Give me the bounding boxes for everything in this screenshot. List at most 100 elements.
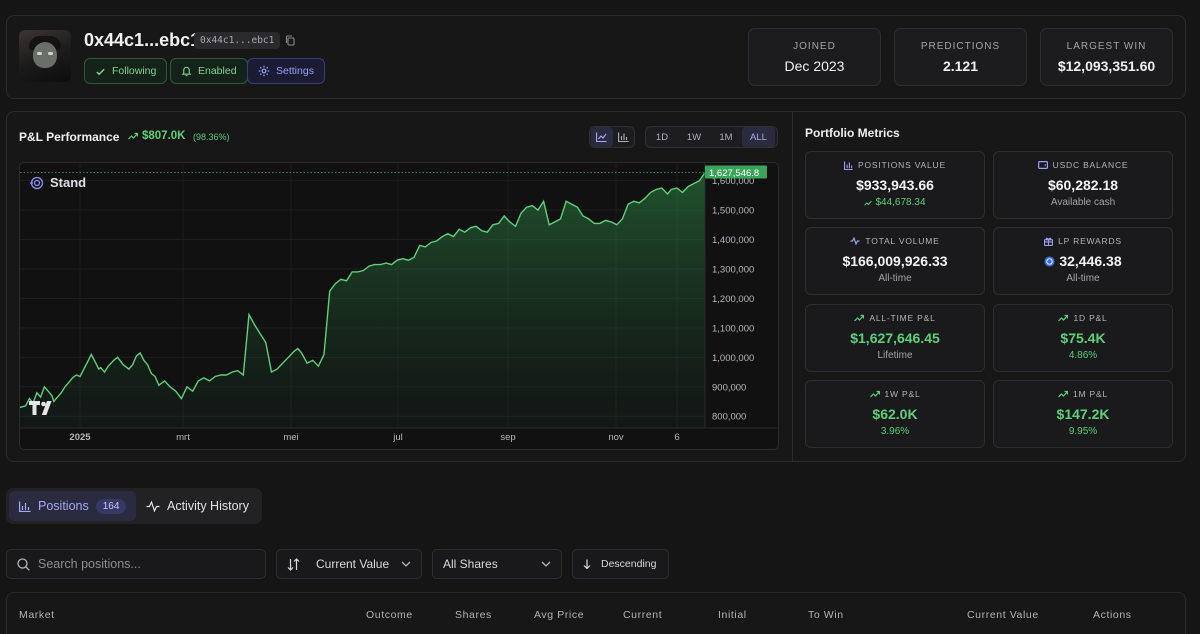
column-actions[interactable]: Actions	[1093, 609, 1132, 621]
metric-1m-pnl: 1M P&L $147.2K 9.95%	[993, 380, 1173, 448]
avatar[interactable]	[19, 30, 71, 82]
column-current[interactable]: Current	[623, 609, 663, 621]
pnl-title: P&L Performance	[19, 130, 120, 144]
activity-icon	[146, 500, 160, 512]
metric-1w-pnl: 1W P&L $62.0K 3.96%	[805, 380, 985, 448]
x-tick-label: mei	[283, 432, 298, 443]
enabled-label: Enabled	[198, 65, 237, 77]
chart-type-toggle	[589, 126, 635, 148]
bell-icon	[181, 66, 192, 77]
order-button[interactable]: Descending	[572, 549, 669, 579]
trending-up-icon	[1058, 314, 1069, 322]
pnl-chart-svg: 800,000 900,000 1,000,000 1,100,000 1,200,00…	[20, 163, 778, 443]
chart-legend: Stand	[30, 175, 86, 190]
card-divider	[792, 112, 793, 461]
sort-icon	[287, 557, 300, 571]
coin-icon	[1044, 255, 1055, 267]
bar-chart-icon	[844, 160, 853, 170]
chevron-down-icon	[541, 561, 551, 567]
activity-icon	[850, 237, 860, 245]
y-tick-label: 1,400,000	[712, 235, 754, 246]
x-tick-label: nov	[608, 432, 624, 443]
stat-largest-win: LARGEST WIN $12,093,351.60	[1040, 28, 1173, 86]
copy-icon[interactable]	[285, 35, 295, 46]
x-tick-label: mrt	[176, 432, 190, 443]
arrow-down-icon	[583, 559, 591, 569]
x-tick-label: 6	[674, 432, 679, 443]
pnl-percent: (98.36%)	[193, 132, 230, 142]
trending-up-icon	[869, 390, 880, 398]
shares-label: All Shares	[443, 557, 498, 571]
range-1m[interactable]: 1M	[719, 131, 733, 143]
gear-icon	[258, 65, 270, 77]
line-chart-icon	[596, 132, 607, 142]
chevron-down-icon	[401, 561, 411, 567]
trending-up-icon	[128, 132, 138, 140]
range-all[interactable]: ALL	[742, 127, 775, 147]
range-1d[interactable]: 1D	[655, 131, 669, 143]
search-box	[6, 549, 266, 579]
last-value-badge	[705, 165, 767, 179]
tab-activity-history[interactable]: Activity History	[136, 491, 259, 521]
column-to-win[interactable]: To Win	[808, 609, 844, 621]
address-chip: 0x44c1...ebc1	[194, 32, 281, 49]
line-chart-button[interactable]	[591, 127, 613, 147]
pnl-value: $807.0K	[128, 130, 185, 142]
column-avg-price[interactable]: Avg Price	[534, 609, 585, 621]
search-icon	[17, 557, 30, 571]
pnl-chart[interactable]: 800,000 900,000 1,000,000 1,100,000 1,200,00…	[19, 162, 779, 450]
metric-1d-pnl: 1D P&L $75.4K 4.86%	[993, 304, 1173, 372]
bar-chart-button[interactable]	[613, 127, 635, 147]
tabs-bar: Positions 164 Activity History	[6, 488, 262, 524]
metric-lp-rewards: LP REWARDS 32,446.38 All-time	[993, 227, 1173, 295]
positions-table-header	[6, 592, 1186, 634]
column-shares[interactable]: Shares	[455, 609, 492, 621]
positions-count: 164	[95, 498, 127, 514]
trending-up-icon	[864, 200, 873, 206]
following-label: Following	[112, 65, 157, 77]
last-value-label: 1,627,546.8	[709, 168, 759, 179]
y-tick-label: 900,000	[712, 382, 746, 393]
column-market[interactable]: Market	[19, 609, 55, 621]
metric-usdc-balance: USDC BALANCE $60,282.18 Available cash	[993, 151, 1173, 219]
shares-select[interactable]: All Shares	[432, 549, 562, 579]
y-tick-label: 1,300,000	[712, 265, 754, 276]
sort-select[interactable]: Current Value	[276, 549, 422, 579]
profile-name: 0x44c1...ebc1	[84, 30, 201, 50]
tab-positions[interactable]: Positions 164	[9, 491, 137, 521]
trending-up-icon	[854, 314, 865, 322]
series-area	[20, 172, 705, 428]
y-tick-label: 1,600,000	[712, 176, 754, 187]
search-input[interactable]	[38, 557, 258, 571]
check-icon	[96, 68, 105, 75]
following-button[interactable]: Following	[84, 58, 168, 84]
y-tick-label: 1,200,000	[712, 294, 754, 305]
gift-icon	[1044, 237, 1054, 246]
settings-label: Settings	[276, 65, 314, 77]
range-toggle: 1D 1W 1M ALL	[645, 126, 778, 148]
target-icon	[30, 176, 44, 189]
y-tick-label: 800,000	[712, 412, 746, 423]
order-label: Descending	[601, 558, 657, 570]
x-tick-label: sep	[500, 432, 515, 443]
trending-up-icon	[1058, 390, 1068, 398]
stat-joined: JOINED Dec 2023	[748, 28, 881, 86]
notifications-button[interactable]: Enabled	[170, 58, 248, 84]
metric-total-volume: TOTAL VOLUME $166,009,926.33 All-time	[805, 227, 985, 295]
metric-all-time-pnl: ALL-TIME P&L $1,627,646.45 Lifetime	[805, 304, 985, 372]
column-current-value[interactable]: Current Value	[967, 609, 1039, 621]
y-tick-label: 1,100,000	[712, 323, 754, 334]
tradingview-logo-icon	[29, 401, 52, 415]
wallet-icon	[1037, 161, 1048, 169]
metric-positions-value: POSITIONS VALUE $933,943.66 $44,678.34	[805, 151, 985, 219]
range-1w[interactable]: 1W	[686, 131, 702, 143]
metrics-title: Portfolio Metrics	[805, 126, 900, 140]
settings-button[interactable]: Settings	[247, 58, 325, 84]
column-initial[interactable]: Initial	[718, 609, 747, 621]
column-outcome[interactable]: Outcome	[366, 609, 413, 621]
bar-chart-icon	[19, 501, 31, 512]
series-line	[20, 172, 706, 409]
x-tick-label: 2025	[69, 432, 91, 443]
bar-chart-icon	[617, 132, 629, 142]
stat-predictions: PREDICTIONS 2.121	[894, 28, 1027, 86]
